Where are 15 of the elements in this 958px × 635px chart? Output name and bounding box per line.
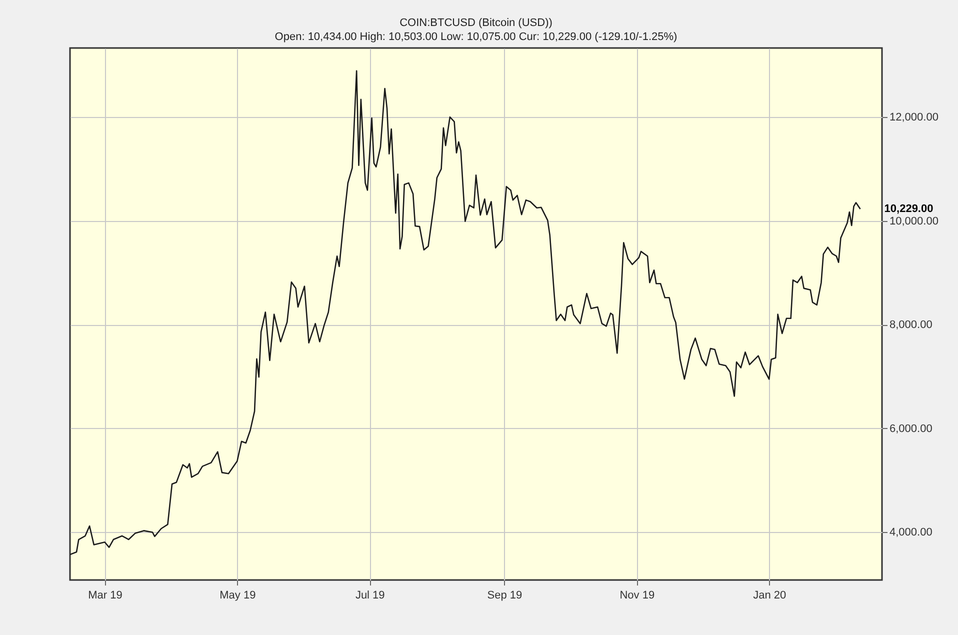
chart-title: COIN:BTCUSD (Bitcoin (USD)) bbox=[400, 17, 552, 29]
y-tick-label: 4,000.00 bbox=[890, 526, 932, 539]
x-tick-label: Sep 19 bbox=[487, 590, 522, 602]
x-tick-label: May 19 bbox=[220, 590, 256, 602]
annotation: 10,229.00 bbox=[884, 202, 934, 215]
y-tick-label: 6,000.00 bbox=[890, 422, 932, 435]
y-tick-label: 10,000.00 bbox=[890, 215, 938, 228]
chart-subtitle: Open: 10,434.00 High: 10,503.00 Low: 10,075.00 Cur: 10,229.00 (-129.10/-1.25%) bbox=[274, 31, 678, 43]
x-tick-label: Jan 20 bbox=[753, 590, 786, 602]
x-tick-label: Jul 19 bbox=[355, 590, 385, 602]
y-tick-label: 12,000.00 bbox=[890, 112, 938, 124]
y-tick-label: 8,000.00 bbox=[890, 319, 932, 332]
line-series bbox=[70, 70, 861, 556]
x-tick-label: Mar 19 bbox=[88, 590, 122, 602]
x-tick-label: Nov 19 bbox=[620, 590, 655, 602]
